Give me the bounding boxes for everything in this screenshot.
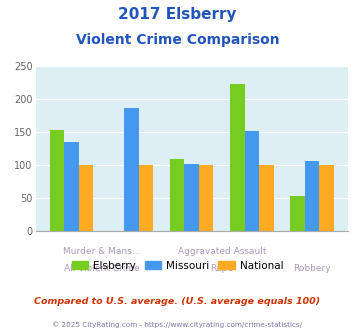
- Bar: [199, 165, 213, 231]
- Text: 2017 Elsberry: 2017 Elsberry: [118, 7, 237, 21]
- Bar: [245, 131, 259, 231]
- Legend: Elsberry, Missouri, National: Elsberry, Missouri, National: [69, 257, 286, 274]
- Bar: [78, 165, 93, 231]
- Bar: [185, 164, 199, 231]
- Bar: [139, 165, 153, 231]
- Text: Violent Crime Comparison: Violent Crime Comparison: [76, 33, 279, 47]
- Bar: [170, 159, 185, 231]
- Bar: [124, 108, 139, 231]
- Bar: [259, 165, 274, 231]
- Text: Murder & Mans...: Murder & Mans...: [63, 248, 140, 256]
- Text: Compared to U.S. average. (U.S. average equals 100): Compared to U.S. average. (U.S. average …: [34, 297, 321, 306]
- Text: © 2025 CityRating.com - https://www.cityrating.com/crime-statistics/: © 2025 CityRating.com - https://www.city…: [53, 322, 302, 328]
- Bar: [230, 84, 245, 231]
- Text: Aggravated Assault: Aggravated Assault: [178, 248, 266, 256]
- Bar: [305, 161, 319, 231]
- Text: Rape: Rape: [211, 264, 233, 273]
- Bar: [50, 130, 64, 231]
- Bar: [64, 142, 78, 231]
- Text: Robbery: Robbery: [293, 264, 331, 273]
- Text: All Violent Crime: All Violent Crime: [64, 264, 139, 273]
- Bar: [319, 165, 334, 231]
- Bar: [290, 196, 305, 231]
